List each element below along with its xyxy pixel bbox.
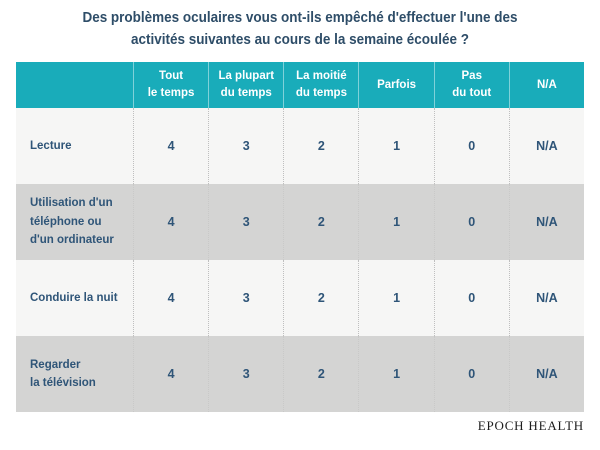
value-cell: 4: [133, 108, 208, 184]
header-cell-la-moitie-du-temps: La moitié du temps: [283, 62, 358, 108]
brand-footer: EPOCH HEALTH: [477, 418, 584, 433]
value-cell: 3: [208, 336, 283, 412]
value-cell: 2: [283, 336, 358, 412]
value-cell: N/A: [508, 184, 584, 260]
table-row-regarder-television: Regarder la télévision 4 3 2 1 0 N/A: [16, 336, 584, 412]
row-label: Lecture: [30, 139, 72, 152]
value-cell: 2: [283, 260, 358, 336]
header-cell-empty: [16, 62, 133, 108]
value-cell: 3: [208, 184, 283, 260]
header-cell-na: N/A: [508, 62, 584, 108]
survey-table: Tout le temps La plupart du temps La moi…: [16, 62, 584, 412]
value-cell: 1: [358, 260, 433, 336]
value-cell: 0: [433, 260, 509, 336]
value-cell: 4: [133, 260, 208, 336]
value-cell: 3: [208, 260, 283, 336]
header-cell-pas-du-tout: Pas du tout: [433, 62, 509, 108]
value-cell: 0: [433, 336, 509, 412]
row-label: Utilisation d'un téléphone ou d'un ordin…: [30, 197, 114, 247]
page-title: Des problèmes oculaires vous ont-ils emp…: [82, 10, 518, 48]
table-row-conduire-la-nuit: Conduire la nuit 4 3 2 1 0 N/A: [16, 260, 584, 336]
value-cell: N/A: [508, 108, 584, 184]
header-cell-la-plupart-du-temps: La plupart du temps: [208, 62, 283, 108]
row-label: Conduire la nuit: [30, 291, 118, 304]
value-cell: N/A: [508, 336, 584, 412]
value-cell: 1: [358, 108, 433, 184]
value-cell: 2: [283, 184, 358, 260]
row-label: Regarder la télévision: [30, 358, 96, 389]
value-cell: N/A: [508, 260, 584, 336]
table-header-row: Tout le temps La plupart du temps La moi…: [16, 62, 584, 108]
table-row-telephone-ordinateur: Utilisation d'un téléphone ou d'un ordin…: [16, 184, 584, 260]
header-cell-tout-le-temps: Tout le temps: [133, 62, 208, 108]
value-cell: 4: [133, 184, 208, 260]
value-cell: 1: [358, 184, 433, 260]
table-row-lecture: Lecture 4 3 2 1 0 N/A: [16, 108, 584, 184]
value-cell: 4: [133, 336, 208, 412]
value-cell: 3: [208, 108, 283, 184]
value-cell: 1: [358, 336, 433, 412]
value-cell: 0: [433, 108, 509, 184]
value-cell: 0: [433, 184, 509, 260]
header-cell-parfois: Parfois: [358, 62, 433, 108]
value-cell: 2: [283, 108, 358, 184]
